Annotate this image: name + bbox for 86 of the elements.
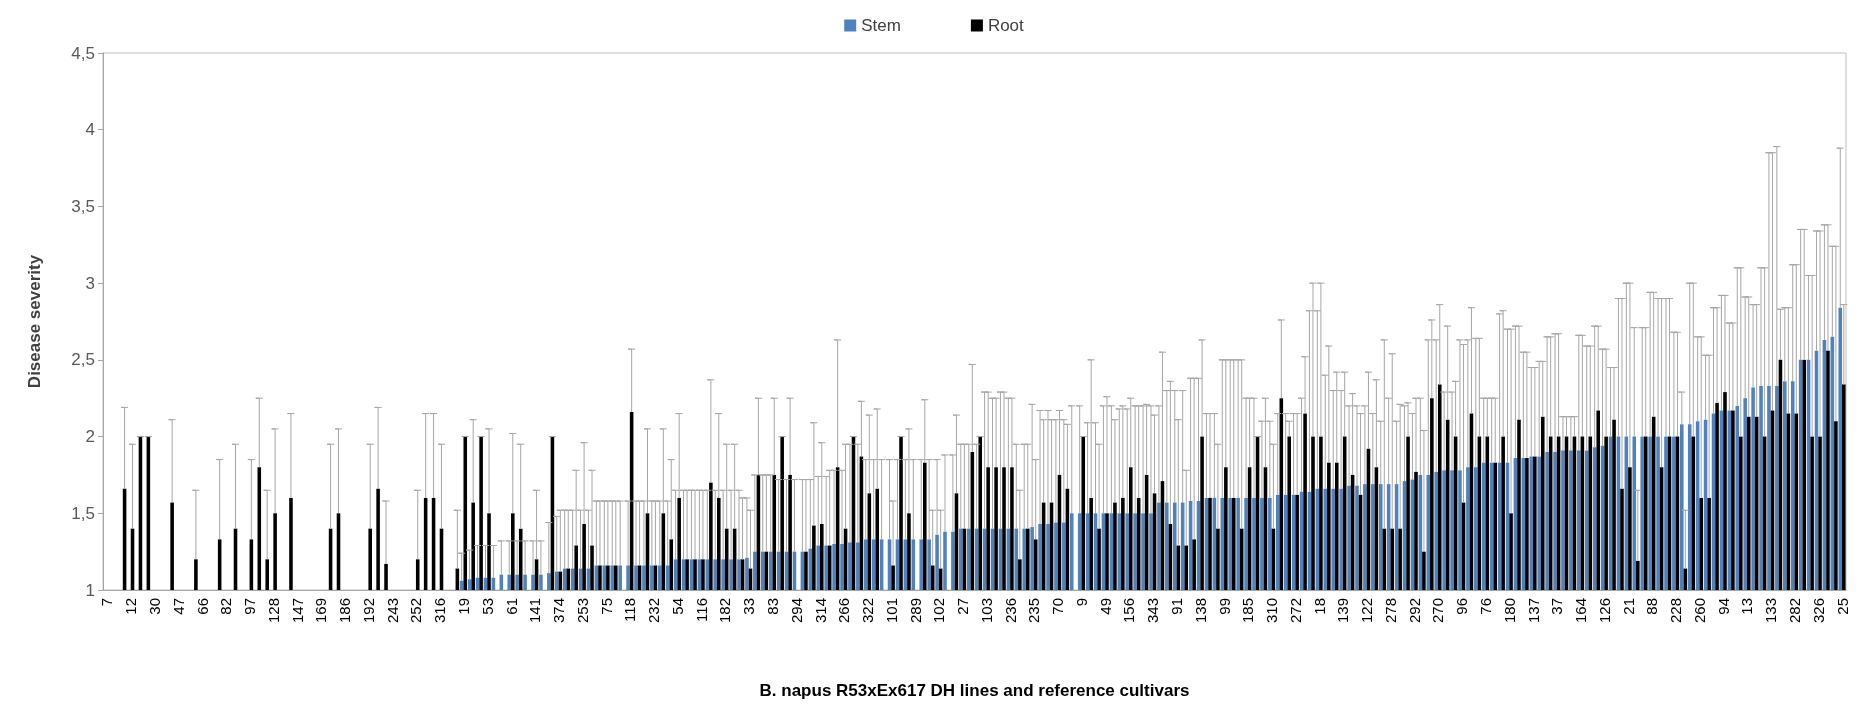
- x-tick-label: 253: [573, 598, 591, 624]
- x-tick-label: 61: [502, 598, 520, 615]
- x-tick-label: 82: [217, 598, 235, 615]
- x-tick-label: 322: [859, 598, 877, 624]
- x-tick-label: 9: [1072, 598, 1090, 607]
- x-tick-label: 94: [1714, 598, 1732, 615]
- x-axis-title: B. napus R53xEx617 DH lines and reference cultivars: [759, 681, 1190, 700]
- x-tick-label: 126: [1595, 598, 1613, 624]
- x-tick-label: 122: [1358, 598, 1376, 624]
- x-tick-label: 310: [1263, 598, 1281, 624]
- x-tick-label: 18: [1310, 598, 1328, 615]
- x-tick-label: 128: [264, 598, 282, 624]
- x-tick-label: 182: [716, 598, 734, 624]
- x-tick-label: 180: [1500, 598, 1518, 624]
- x-tick-label: 116: [692, 598, 710, 622]
- x-tick-label: 27: [954, 598, 972, 615]
- x-tick-label: 260: [1690, 598, 1708, 624]
- x-tick-label: 185: [1239, 598, 1257, 624]
- x-tick-label: 70: [1049, 598, 1067, 615]
- y-tick-label: 2: [85, 427, 95, 447]
- x-tick-label: 282: [1786, 598, 1803, 624]
- x-tick-label: 137: [1524, 598, 1542, 624]
- x-tick-label: 54: [668, 598, 686, 615]
- x-tick-label: 147: [288, 598, 306, 624]
- x-tick-label: 316: [431, 598, 449, 624]
- x-tick-label: 186: [336, 598, 354, 624]
- x-tick-label: 19: [454, 598, 472, 615]
- x-tick-label: 278: [1381, 598, 1399, 624]
- y-tick-label: 1,5: [71, 503, 95, 523]
- x-tick-label: 138: [1191, 598, 1209, 624]
- x-tick-label: 235: [1025, 598, 1043, 624]
- y-tick-label: 2,5: [71, 350, 95, 370]
- x-tick-label: 30: [146, 598, 163, 615]
- x-tick-label: 99: [1215, 598, 1233, 615]
- x-tick-label: 343: [1144, 598, 1162, 624]
- x-tick-label: 76: [1477, 598, 1495, 615]
- x-tick-label: 139: [1334, 598, 1352, 624]
- x-tick-label: 326: [1809, 598, 1827, 624]
- x-tick-label: 314: [811, 598, 829, 624]
- x-tick-label: 141: [526, 598, 544, 624]
- x-tick-label: 96: [1453, 598, 1471, 615]
- x-tick-label: 97: [241, 598, 259, 615]
- x-tick-label: 103: [977, 598, 995, 624]
- x-tick-label: 25: [1833, 598, 1851, 615]
- legend-label: Stem: [861, 16, 901, 35]
- x-tick-label: 228: [1667, 598, 1685, 624]
- x-tick-label: 21: [1619, 598, 1637, 615]
- x-tick-label: 270: [1429, 598, 1447, 624]
- x-tick-label: 12: [122, 598, 140, 615]
- x-tick-label: 101: [882, 598, 900, 624]
- x-tick-label: 243: [383, 598, 401, 624]
- x-tick-label: 88: [1643, 598, 1661, 615]
- x-tick-label: 192: [359, 598, 377, 624]
- x-tick-label: 66: [193, 598, 211, 615]
- x-tick-label: 164: [1572, 598, 1590, 624]
- x-tick-label: 75: [597, 598, 615, 615]
- x-tick-label: 266: [835, 598, 853, 624]
- y-axis-title: Disease severity: [25, 254, 44, 389]
- x-tick-label: 169: [312, 598, 330, 624]
- x-tick-label: 47: [169, 598, 187, 615]
- y-tick-label: 1: [85, 580, 95, 600]
- x-tick-label: 156: [1120, 598, 1138, 624]
- y-tick-label: 4,5: [71, 43, 95, 63]
- x-tick-label: 374: [550, 598, 568, 624]
- x-tick-label: 118: [621, 598, 639, 622]
- x-tick-label: 7: [98, 598, 116, 607]
- x-tick-label: 292: [1405, 598, 1423, 624]
- x-tick-label: 272: [1286, 598, 1304, 624]
- x-tick-label: 232: [645, 598, 663, 624]
- y-tick-label: 3: [85, 273, 95, 293]
- x-tick-label: 83: [763, 598, 781, 615]
- legend-label: Root: [987, 16, 1025, 35]
- x-tick-label: 289: [906, 598, 924, 624]
- y-tick-label: 4: [85, 120, 95, 140]
- x-tick-label: 236: [1001, 598, 1019, 624]
- x-tick-label: 294: [787, 598, 805, 624]
- x-tick-label: 252: [407, 598, 425, 624]
- x-tick-label: 49: [1096, 598, 1114, 615]
- x-tick-label: 13: [1738, 598, 1756, 615]
- y-tick-label: 3,5: [71, 196, 95, 216]
- x-tick-label: 133: [1762, 598, 1780, 624]
- x-tick-label: 33: [740, 598, 758, 615]
- x-tick-label: 53: [478, 598, 496, 615]
- x-tick-label: 37: [1548, 598, 1566, 615]
- x-tick-label: 91: [1168, 598, 1186, 615]
- x-tick-label: 102: [930, 598, 948, 624]
